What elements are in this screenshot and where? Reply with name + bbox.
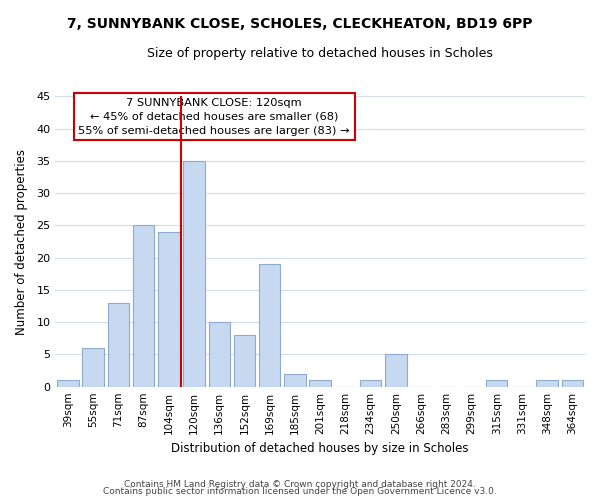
Bar: [562, 380, 583, 386]
Bar: [360, 380, 382, 386]
Y-axis label: Number of detached properties: Number of detached properties: [15, 148, 28, 334]
Bar: [259, 264, 280, 386]
Bar: [158, 232, 179, 386]
Bar: [57, 380, 79, 386]
Bar: [536, 380, 558, 386]
Text: Contains HM Land Registry data © Crown copyright and database right 2024.: Contains HM Land Registry data © Crown c…: [124, 480, 476, 489]
X-axis label: Distribution of detached houses by size in Scholes: Distribution of detached houses by size …: [172, 442, 469, 455]
Text: Contains public sector information licensed under the Open Government Licence v3: Contains public sector information licen…: [103, 487, 497, 496]
Bar: [284, 374, 305, 386]
Title: Size of property relative to detached houses in Scholes: Size of property relative to detached ho…: [147, 48, 493, 60]
Text: 7 SUNNYBANK CLOSE: 120sqm
← 45% of detached houses are smaller (68)
55% of semi-: 7 SUNNYBANK CLOSE: 120sqm ← 45% of detac…: [79, 98, 350, 136]
Bar: [310, 380, 331, 386]
Bar: [234, 335, 255, 386]
Bar: [209, 322, 230, 386]
Bar: [486, 380, 508, 386]
Bar: [82, 348, 104, 387]
Bar: [133, 226, 154, 386]
Bar: [107, 303, 129, 386]
Bar: [385, 354, 407, 386]
Text: 7, SUNNYBANK CLOSE, SCHOLES, CLECKHEATON, BD19 6PP: 7, SUNNYBANK CLOSE, SCHOLES, CLECKHEATON…: [67, 18, 533, 32]
Bar: [184, 161, 205, 386]
